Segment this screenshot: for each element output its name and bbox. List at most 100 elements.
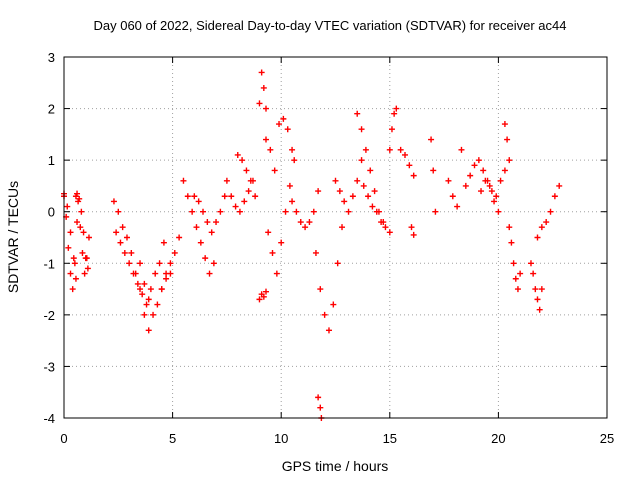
data-point — [221, 193, 228, 200]
data-point — [141, 280, 148, 287]
y-tick-label: -2 — [43, 308, 55, 323]
data-point — [197, 239, 204, 246]
data-point — [341, 198, 348, 205]
data-point — [195, 198, 202, 205]
data-point — [126, 260, 133, 267]
data-point — [354, 177, 361, 184]
data-point — [260, 293, 267, 300]
data-point — [137, 260, 144, 267]
data-point — [80, 229, 87, 236]
data-point — [532, 286, 539, 293]
data-point — [163, 275, 170, 282]
data-point — [147, 286, 154, 293]
data-point — [115, 208, 122, 215]
x-tick-label: 25 — [600, 431, 614, 446]
data-point — [213, 219, 220, 226]
data-point — [325, 327, 332, 334]
data-point — [77, 224, 84, 231]
data-point — [358, 157, 365, 164]
data-point — [234, 151, 241, 158]
data-point — [332, 177, 339, 184]
data-point — [152, 270, 159, 277]
data-point — [193, 224, 200, 231]
data-point — [228, 193, 235, 200]
data-point — [262, 105, 269, 112]
data-point — [478, 188, 485, 195]
data-point — [504, 136, 511, 143]
data-point — [265, 229, 272, 236]
data-point — [171, 249, 178, 256]
data-point — [278, 239, 285, 246]
data-point — [371, 188, 378, 195]
data-point — [286, 182, 293, 189]
data-point — [393, 105, 400, 112]
data-point — [536, 306, 543, 313]
data-point — [445, 177, 452, 184]
data-point — [64, 203, 71, 210]
data-point — [317, 286, 324, 293]
data-point — [306, 219, 313, 226]
data-point — [82, 255, 89, 262]
data-point — [150, 311, 157, 318]
data-point — [280, 115, 287, 122]
data-point — [156, 260, 163, 267]
data-point — [501, 167, 508, 174]
data-point — [69, 286, 76, 293]
data-point — [243, 167, 250, 174]
data-point — [262, 288, 269, 295]
data-point — [501, 121, 508, 128]
data-point — [85, 234, 92, 241]
y-tick-label: 0 — [48, 205, 55, 220]
data-point — [467, 172, 474, 179]
data-point — [273, 270, 280, 277]
data-point — [282, 208, 289, 215]
data-point — [538, 286, 545, 293]
data-point — [128, 249, 135, 256]
data-point — [117, 239, 124, 246]
data-point — [317, 404, 324, 411]
data-point — [491, 198, 498, 205]
data-point — [67, 229, 74, 236]
data-point — [236, 208, 243, 215]
data-point — [543, 219, 550, 226]
data-point — [373, 208, 380, 215]
data-point — [402, 151, 409, 158]
y-tick-label: -3 — [43, 359, 55, 374]
y-tick-label: 3 — [48, 50, 55, 65]
data-point — [406, 162, 413, 169]
data-point — [527, 260, 534, 267]
data-point — [512, 275, 519, 282]
data-point — [141, 311, 148, 318]
data-point — [297, 219, 304, 226]
data-point — [321, 311, 328, 318]
data-point — [302, 224, 309, 231]
data-point — [462, 182, 469, 189]
data-point — [360, 182, 367, 189]
data-point — [262, 136, 269, 143]
data-point — [358, 126, 365, 133]
data-point — [506, 224, 513, 231]
data-point — [408, 224, 415, 231]
data-point — [206, 270, 213, 277]
data-point — [247, 177, 254, 184]
data-point — [139, 291, 146, 298]
data-point — [121, 249, 128, 256]
data-point — [74, 219, 81, 226]
data-point — [471, 162, 478, 169]
data-point — [508, 239, 515, 246]
data-point — [345, 208, 352, 215]
data-point — [430, 167, 437, 174]
data-point — [289, 198, 296, 205]
data-point — [291, 157, 298, 164]
data-point — [79, 249, 86, 256]
data-point — [475, 157, 482, 164]
axis-ticks: 0 5 10 15 20 25 -4 -3 -2 -1 0 1 2 3 — [43, 50, 614, 446]
data-point — [514, 286, 521, 293]
data-point — [378, 219, 385, 226]
data-point — [143, 301, 150, 308]
data-points — [61, 69, 563, 421]
data-point — [315, 394, 322, 401]
data-point — [330, 301, 337, 308]
data-point — [386, 229, 393, 236]
